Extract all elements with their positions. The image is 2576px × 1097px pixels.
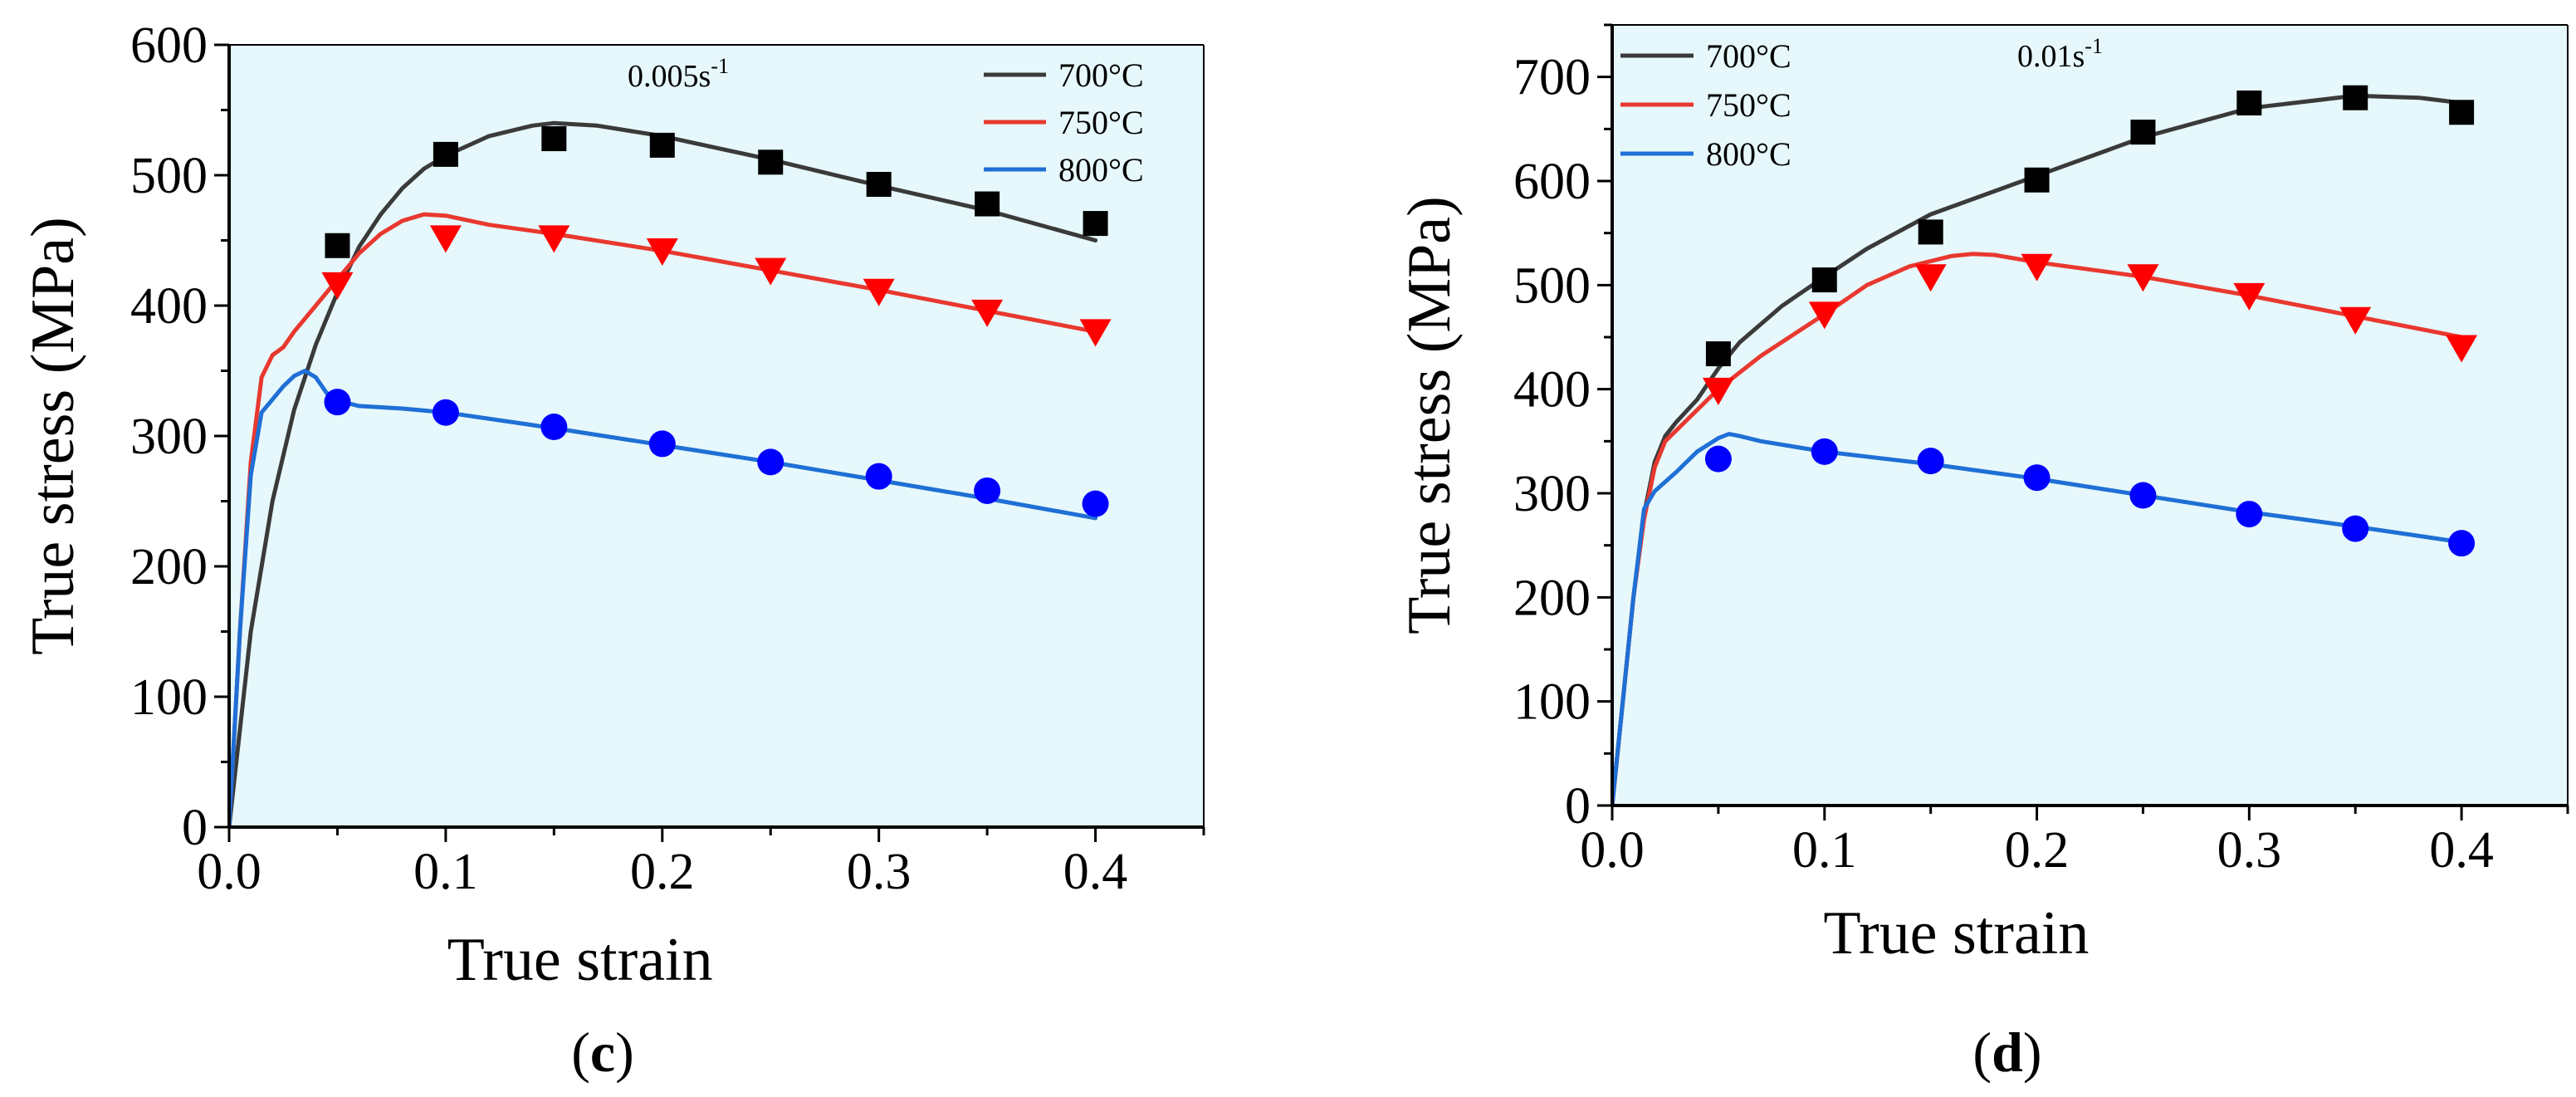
- plot-area: [229, 45, 1204, 827]
- y-tick-label: 100: [130, 669, 208, 726]
- x-tick-label: 0.3: [2217, 822, 2282, 879]
- data-point-1-4: [2127, 264, 2159, 292]
- data-point-0-7: [1083, 211, 1108, 237]
- data-point-2-5: [2236, 501, 2263, 528]
- strain-rate-label: 0.005s-1: [628, 54, 729, 94]
- x-axis-title: True strain: [447, 926, 713, 994]
- strain-rate-label: 0.01s-1: [2017, 34, 2103, 74]
- panel-label: (c): [571, 1021, 634, 1084]
- data-point-0-3: [2024, 167, 2050, 193]
- data-point-2-7: [2448, 530, 2476, 557]
- data-point-1-2: [538, 225, 570, 253]
- data-point-2-4: [757, 448, 785, 476]
- data-point-0-7: [2449, 100, 2475, 125]
- y-tick-label: 300: [130, 409, 208, 465]
- data-point-1-0: [1702, 377, 1734, 405]
- y-tick-label: 300: [1513, 466, 1591, 522]
- x-tick-label: 0.2: [2005, 822, 2070, 879]
- data-point-0-2: [541, 126, 567, 152]
- data-point-0-3: [649, 132, 675, 158]
- y-tick-label: 0: [1565, 778, 1591, 835]
- series-line-1: [229, 212, 1098, 827]
- data-point-2-6: [2342, 515, 2369, 542]
- data-point-0-5: [866, 171, 892, 197]
- legend-label-0: 700°C: [1058, 56, 1144, 94]
- data-point-2-1: [1811, 438, 1838, 465]
- legend-label-1: 750°C: [1706, 86, 1791, 124]
- data-point-0-0: [325, 233, 350, 258]
- y-tick-label: 700: [1513, 50, 1591, 106]
- x-tick-label: 0.1: [413, 844, 478, 900]
- y-tick-label: 600: [130, 17, 208, 74]
- data-point-0-4: [2130, 120, 2156, 145]
- data-point-2-0: [1704, 445, 1732, 473]
- data-point-1-7: [2446, 335, 2478, 363]
- data-point-0-2: [1918, 219, 1943, 245]
- data-point-2-3: [648, 430, 676, 458]
- data-point-2-2: [540, 414, 568, 441]
- chart-panel-d: 0.0 0.1 0.2 0.3 0.4 0 100 200 300 400 500 600 700 Tru…: [1396, 23, 2569, 1084]
- y-tick-label: 600: [1513, 154, 1591, 210]
- data-point-2-6: [974, 477, 1001, 504]
- data-point-0-5: [2236, 91, 2262, 115]
- x-tick-label: 0.3: [847, 844, 912, 900]
- data-point-0-6: [2343, 85, 2368, 110]
- y-axis-title: True stress (MPa): [1396, 196, 1464, 634]
- y-tick-label: 100: [1513, 674, 1591, 731]
- data-point-1-7: [1079, 319, 1112, 347]
- x-tick-label: 0.4: [1063, 844, 1128, 900]
- panel-label: (d): [1972, 1021, 2041, 1084]
- data-point-2-3: [2023, 464, 2051, 492]
- legend-label-2: 800°C: [1058, 151, 1144, 189]
- data-point-1-2: [1914, 264, 1947, 292]
- data-point-0-4: [758, 149, 784, 175]
- data-point-1-3: [2021, 253, 2053, 282]
- series-line-2: [1612, 432, 2464, 806]
- data-point-1-5: [863, 278, 895, 306]
- legend-label-1: 750°C: [1058, 104, 1144, 141]
- data-point-0-1: [1811, 267, 1837, 293]
- data-point-2-5: [865, 463, 892, 490]
- data-point-2-7: [1082, 490, 1109, 517]
- legend-label-0: 700°C: [1706, 37, 1791, 75]
- x-tick-label: 0.1: [1792, 822, 1857, 879]
- data-point-2-0: [324, 389, 351, 416]
- chart-panel-c: 0.0 0.1 0.2 0.3 0.4 0 100 200 300 400 500 600 True s…: [19, 17, 1205, 1084]
- data-point-0-0: [1705, 341, 1731, 367]
- y-tick-label: 0: [182, 800, 208, 856]
- data-point-2-2: [1917, 448, 1944, 475]
- x-tick-label: 0.0: [1580, 822, 1645, 879]
- data-point-1-6: [971, 299, 1004, 327]
- y-tick-label: 400: [130, 278, 208, 335]
- y-tick-label: 500: [130, 148, 208, 204]
- data-point-1-3: [646, 238, 678, 267]
- data-point-1-1: [1808, 301, 1840, 330]
- data-point-1-1: [429, 225, 462, 253]
- y-tick-label: 200: [130, 539, 208, 595]
- x-tick-label: 0.0: [197, 844, 262, 900]
- data-point-0-1: [433, 141, 458, 167]
- legend-label-2: 800°C: [1706, 135, 1791, 173]
- x-tick-label: 0.4: [2429, 822, 2494, 879]
- x-axis-title: True strain: [1823, 899, 2089, 967]
- data-point-1-6: [2339, 306, 2372, 335]
- x-tick-label: 0.2: [630, 844, 695, 900]
- data-point-1-4: [755, 257, 787, 286]
- data-point-2-1: [432, 399, 459, 426]
- data-point-1-0: [321, 272, 354, 300]
- y-tick-label: 400: [1513, 362, 1591, 419]
- y-axis-title: True stress (MPa): [19, 217, 87, 655]
- data-point-0-6: [975, 191, 1000, 217]
- data-point-1-5: [2233, 282, 2266, 311]
- y-tick-label: 200: [1513, 570, 1591, 626]
- data-point-2-4: [2129, 482, 2157, 509]
- y-tick-label: 500: [1513, 257, 1591, 314]
